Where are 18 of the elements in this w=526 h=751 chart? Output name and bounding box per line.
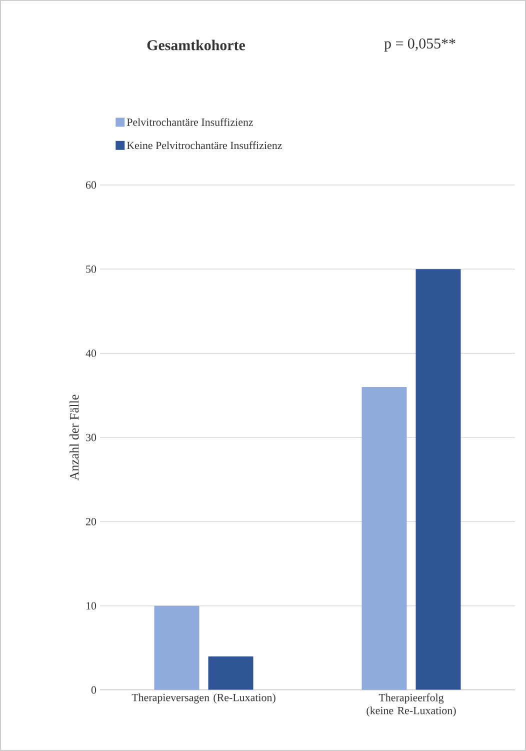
x-tick-label: Therapieversagen (Re-Luxation) (132, 694, 276, 704)
bar (416, 269, 461, 690)
legend-label: Keine Pelvitrochantäre Insuffizienz (126, 141, 282, 150)
y-tick-label: 50 (86, 265, 96, 273)
y-tick-label: 60 (86, 181, 96, 189)
y-tick-label: 20 (86, 518, 96, 526)
y-tick-label: 10 (86, 602, 96, 610)
chart-title: Gesamtkohorte (147, 40, 246, 50)
y-tick-label: 30 (86, 434, 96, 442)
bar (362, 386, 407, 690)
y-tick-label: 0 (91, 686, 96, 694)
y-tick-label: 40 (86, 350, 96, 358)
y-axis-title: Anzahl der Fälle (70, 394, 79, 481)
text: p = 0,055** (384, 38, 456, 52)
bar (208, 656, 254, 690)
legend-label: Pelvitrochantäre Insuffizienz (126, 118, 254, 126)
x-tick-label: Therapieerfolg (keine Re-Luxation) (366, 694, 456, 717)
bar (154, 606, 200, 690)
